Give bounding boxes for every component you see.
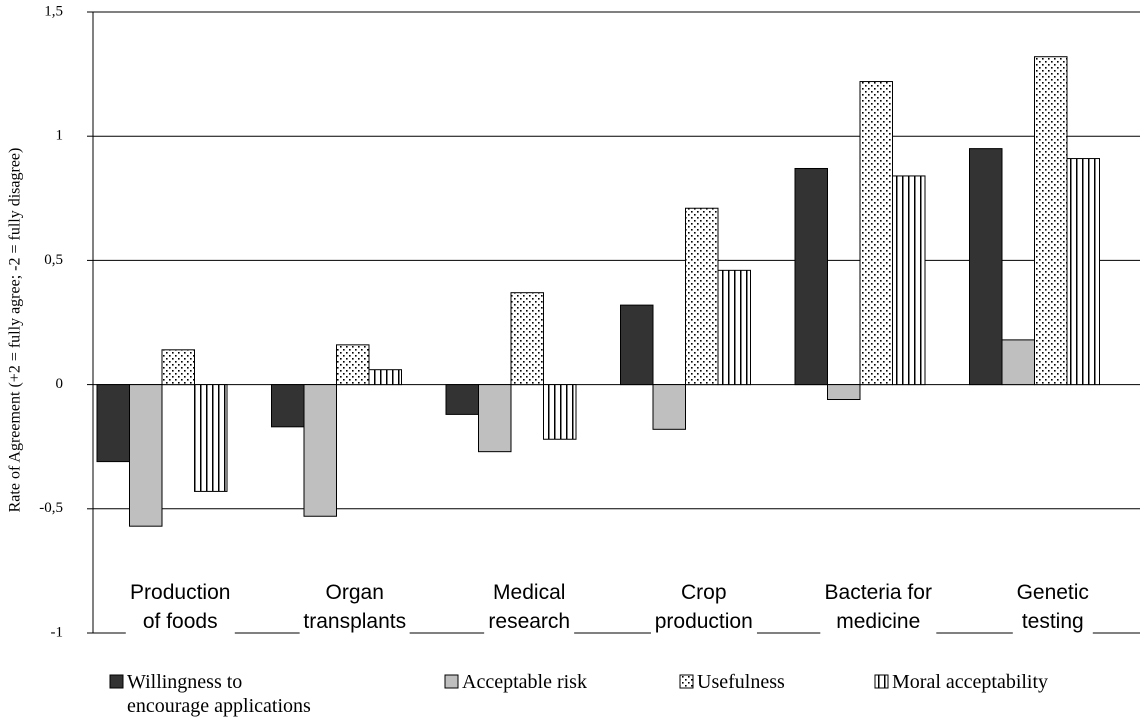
y-tick-label: 0,5: [44, 252, 63, 268]
legend-swatch: [874, 674, 889, 689]
x-tick-label: Organ transplants: [299, 578, 411, 636]
legend-swatch: [109, 674, 124, 689]
bar: [892, 175, 926, 386]
y-tick-label: -0,5: [39, 500, 63, 516]
bar: [271, 384, 305, 428]
bar: [194, 384, 228, 492]
x-tick-label: Production of foods: [126, 578, 235, 636]
bar: [161, 349, 195, 386]
x-tick-label: Bacteria for medicine: [820, 578, 936, 636]
bar: [510, 292, 544, 386]
y-tick-label: 0: [56, 376, 64, 392]
bar: [445, 384, 479, 415]
legend-label: Usefulness: [697, 671, 785, 693]
bar: [303, 384, 337, 517]
bar: [336, 344, 370, 386]
x-tick-label: Medical research: [484, 578, 575, 636]
bar: [620, 304, 654, 386]
bar: [859, 81, 893, 386]
legend-label: Moral acceptability: [892, 671, 1049, 693]
bar: [794, 167, 828, 386]
bar: [969, 148, 1003, 386]
bar: [685, 207, 719, 386]
bar: [827, 384, 861, 401]
bar: [129, 384, 163, 527]
y-tick-label: 1: [56, 128, 64, 144]
legend-label: Willingness to encourage applications: [127, 671, 311, 717]
bar: [543, 384, 577, 440]
bar: [96, 384, 130, 463]
bar: [478, 384, 512, 453]
y-tick-label: -1: [51, 624, 64, 640]
bar: [1066, 158, 1100, 386]
y-tick-label: 1,5: [44, 3, 63, 19]
bar: [1001, 339, 1035, 386]
x-tick-label: Crop production: [650, 578, 757, 636]
bar: [1034, 56, 1068, 386]
bar: [717, 269, 751, 386]
legend-label: Acceptable risk: [462, 671, 587, 693]
bar: [652, 384, 686, 430]
y-axis-label: Rate of Agreement (+2 = fully agree; -2 …: [7, 148, 24, 513]
bar: [368, 369, 402, 386]
legend-swatch: [444, 674, 459, 689]
x-tick-label: Genetic testing: [1012, 578, 1093, 636]
legend-swatch: [679, 674, 694, 689]
